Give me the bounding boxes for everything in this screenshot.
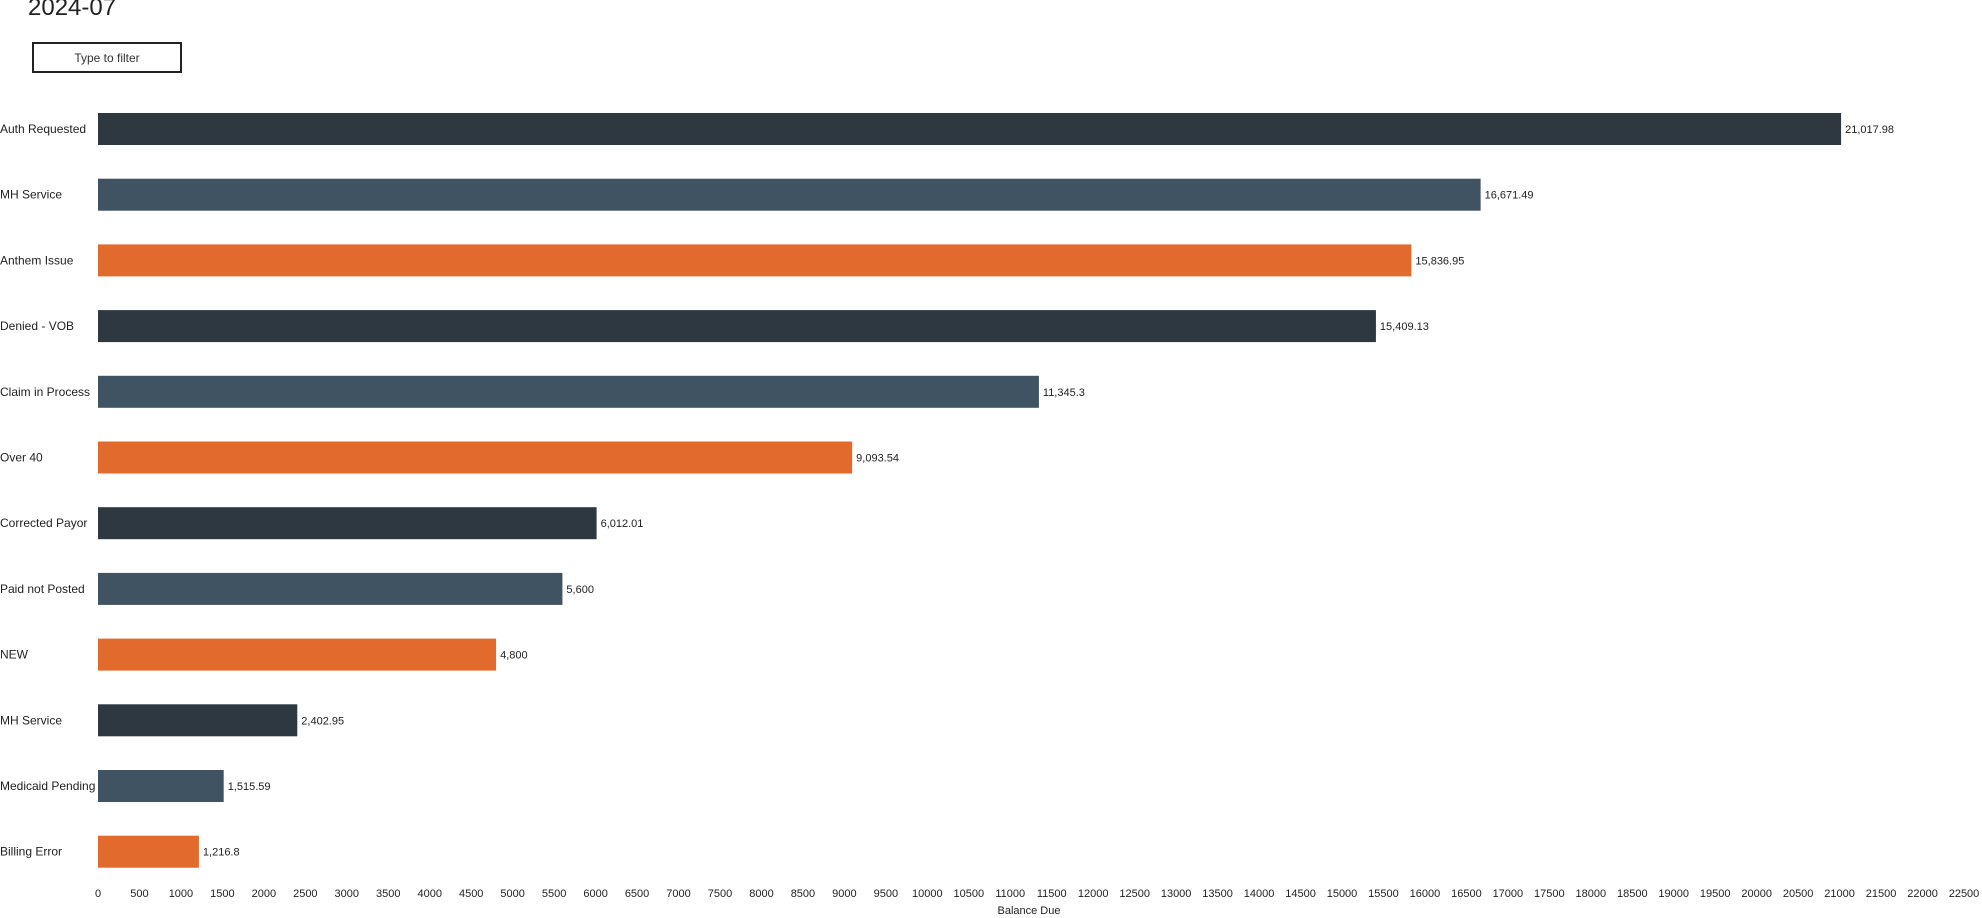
bar-value-label: 6,012.01 xyxy=(601,518,644,530)
x-tick-label: 14500 xyxy=(1285,888,1316,900)
x-tick-label: 1500 xyxy=(210,888,234,900)
bar-value-label: 15,836.95 xyxy=(1415,255,1464,267)
x-tick-label: 13000 xyxy=(1161,888,1192,900)
x-tick-label: 7000 xyxy=(666,888,690,900)
bar-value-label: 1,515.59 xyxy=(228,781,271,793)
category-label: Claim in Process xyxy=(0,385,90,399)
bar-value-label: 5,600 xyxy=(566,584,594,596)
x-tick-label: 19500 xyxy=(1700,888,1731,900)
x-tick-label: 6000 xyxy=(583,888,607,900)
x-tick-label: 9000 xyxy=(832,888,856,900)
category-label: Paid not Posted xyxy=(0,582,85,596)
x-tick-label: 19000 xyxy=(1658,888,1689,900)
category-label: Anthem Issue xyxy=(0,253,74,267)
x-tick-label: 18000 xyxy=(1576,888,1607,900)
x-tick-label: 11500 xyxy=(1037,888,1067,900)
bar-value-label: 21,017.98 xyxy=(1845,124,1894,136)
bar[interactable] xyxy=(98,375,1039,408)
x-tick-label: 7500 xyxy=(708,888,732,900)
x-tick-label: 5000 xyxy=(500,888,524,900)
x-tick-label: 18500 xyxy=(1617,888,1648,900)
x-tick-label: 22000 xyxy=(1907,888,1938,900)
filter-input[interactable] xyxy=(32,42,182,73)
bar-value-label: 2,402.95 xyxy=(301,715,344,727)
x-tick-label: 2500 xyxy=(293,888,317,900)
category-label: Billing Error xyxy=(0,845,62,859)
x-tick-label: 8000 xyxy=(749,888,773,900)
x-tick-label: 10000 xyxy=(912,888,943,900)
bar[interactable] xyxy=(98,310,1376,343)
x-tick-label: 500 xyxy=(130,888,148,900)
bar[interactable] xyxy=(98,638,497,671)
x-tick-label: 9500 xyxy=(874,888,898,900)
page-title: 2024-07 xyxy=(28,0,117,21)
bar[interactable] xyxy=(98,113,1842,145)
x-tick-label: 4000 xyxy=(417,888,441,900)
x-tick-label: 21000 xyxy=(1824,888,1855,900)
x-tick-label: 8500 xyxy=(791,888,815,900)
category-label: Over 40 xyxy=(0,451,43,465)
bar-value-label: 15,409.13 xyxy=(1380,321,1429,333)
category-label: MH Service xyxy=(0,713,62,727)
x-tick-label: 2000 xyxy=(252,888,276,900)
category-label: Denied - VOB xyxy=(0,319,74,333)
bar-value-label: 11,345.3 xyxy=(1043,387,1085,399)
category-label: Corrected Payor xyxy=(0,516,87,530)
x-tick-label: 17000 xyxy=(1493,888,1524,900)
x-tick-label: 0 xyxy=(95,888,101,900)
x-tick-label: 17500 xyxy=(1534,888,1565,900)
bar-value-label: 9,093.54 xyxy=(856,453,899,465)
category-label: Medicaid Pending xyxy=(0,779,95,793)
bar-value-label: 4,800 xyxy=(500,650,528,662)
bar[interactable] xyxy=(98,835,199,868)
bar[interactable] xyxy=(98,441,853,474)
bar[interactable] xyxy=(98,770,224,802)
x-tick-label: 15000 xyxy=(1327,888,1358,900)
x-tick-label: 14000 xyxy=(1244,888,1275,900)
bar[interactable] xyxy=(98,244,1412,277)
x-tick-label: 11000 xyxy=(995,888,1025,900)
x-tick-label: 13500 xyxy=(1202,888,1233,900)
x-tick-label: 1000 xyxy=(169,888,193,900)
category-label: NEW xyxy=(0,648,29,662)
x-tick-label: 3000 xyxy=(335,888,359,900)
x-tick-label: 3500 xyxy=(376,888,400,900)
x-tick-label: 16000 xyxy=(1410,888,1441,900)
x-tick-label: 22500 xyxy=(1949,888,1980,900)
x-tick-label: 20500 xyxy=(1783,888,1814,900)
x-axis-title: Balance Due xyxy=(998,905,1061,917)
bar[interactable] xyxy=(98,507,597,540)
category-label: MH Service xyxy=(0,188,62,202)
x-tick-label: 12000 xyxy=(1078,888,1109,900)
x-tick-label: 16500 xyxy=(1451,888,1482,900)
x-tick-label: 21500 xyxy=(1866,888,1897,900)
x-tick-label: 20000 xyxy=(1741,888,1772,900)
x-tick-label: 5500 xyxy=(542,888,566,900)
bar-value-label: 1,216.8 xyxy=(203,847,240,859)
bar-value-label: 16,671.49 xyxy=(1485,190,1534,202)
x-tick-label: 4500 xyxy=(459,888,483,900)
category-label: Auth Requested xyxy=(0,122,86,136)
x-tick-label: 6500 xyxy=(625,888,649,900)
x-tick-label: 15500 xyxy=(1368,888,1399,900)
bar[interactable] xyxy=(98,178,1481,211)
bar[interactable] xyxy=(98,572,563,605)
bar[interactable] xyxy=(98,704,298,737)
x-tick-label: 10500 xyxy=(954,888,985,900)
x-tick-label: 12500 xyxy=(1119,888,1150,900)
